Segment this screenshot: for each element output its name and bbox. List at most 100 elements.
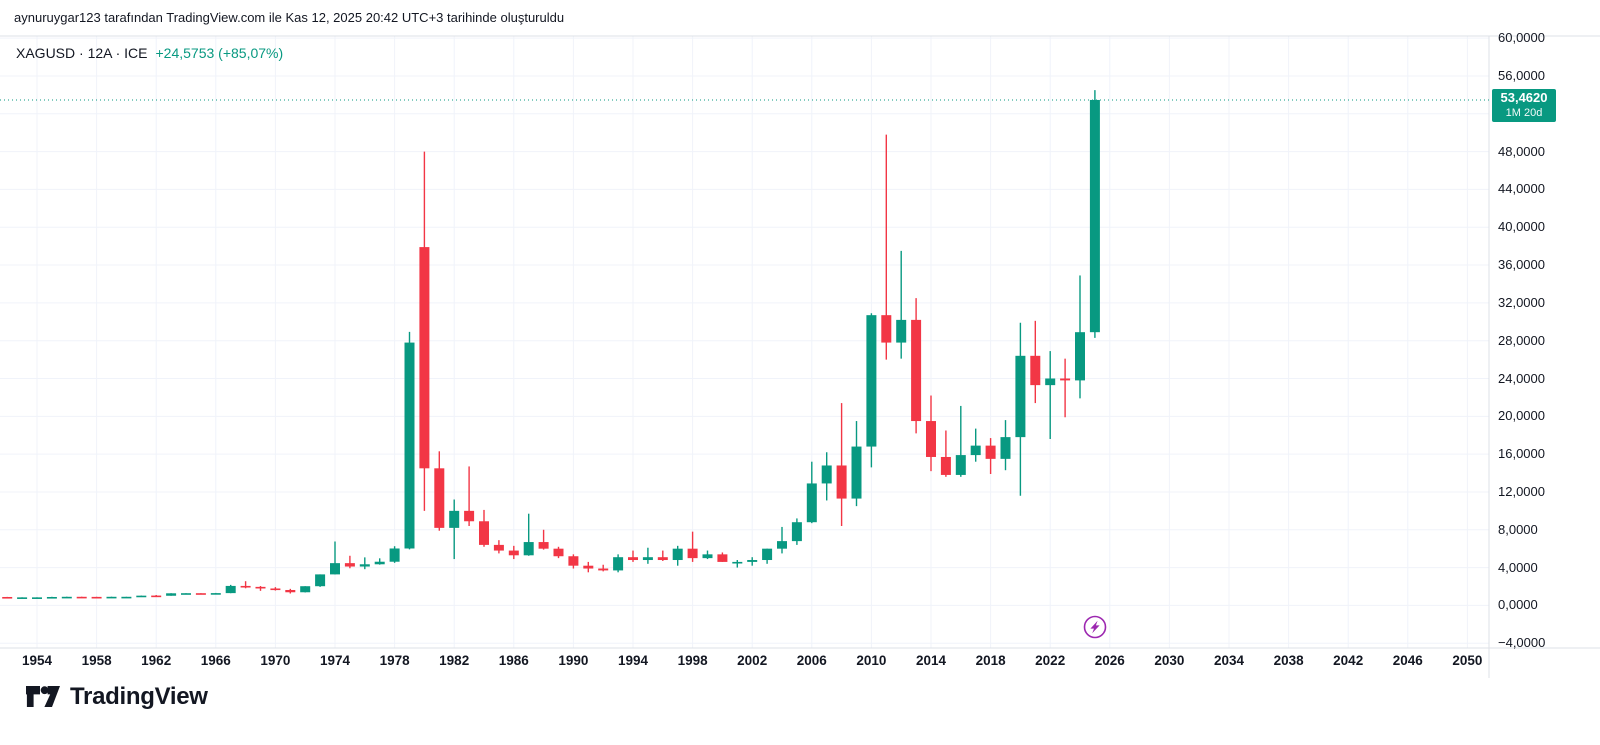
- candle-body-2001: [732, 561, 743, 564]
- time-tick-label: 2038: [1273, 653, 1304, 668]
- candle-body-1955: [46, 596, 57, 599]
- candle-body-2002: [747, 560, 758, 562]
- candle-body-1998: [687, 548, 698, 559]
- time-scale[interactable]: 1954 1958 1962 1966 1970 1974 1978 1982 1986 1990…: [0, 648, 1489, 678]
- candle-body-2003: [762, 548, 773, 561]
- candle-body-2023: [1060, 378, 1071, 381]
- time-tick-label: 2002: [737, 653, 768, 668]
- event-lightning-marker[interactable]: [1082, 614, 1108, 640]
- candle-body-1959: [106, 596, 117, 599]
- candle-body-2004: [777, 541, 787, 549]
- price-tick-label: 12,0000: [1498, 483, 1545, 499]
- candle-body-1954: [32, 597, 42, 599]
- candle-body-1991: [583, 565, 594, 569]
- candle-body-1975: [344, 563, 355, 567]
- candle-body-1970: [270, 588, 281, 591]
- candle-body-2020: [1015, 355, 1026, 438]
- candle-body-1957: [76, 596, 87, 599]
- candle-body-1993: [613, 557, 624, 571]
- candle-body-2017: [970, 445, 981, 456]
- candle-body-2021: [1030, 355, 1041, 386]
- lightning-icon: [1083, 615, 1107, 639]
- candle-body-1985: [493, 544, 504, 551]
- price-tick-label: 0,0000: [1498, 597, 1538, 613]
- tradingview-logo[interactable]: TradingView: [25, 682, 208, 711]
- candle-body-2007: [821, 465, 832, 484]
- candle-body-1968: [240, 585, 251, 588]
- price-tick-label: 20,0000: [1498, 408, 1545, 424]
- time-tick-label: 2018: [975, 653, 1006, 668]
- price-tick-label: −4,0000: [1498, 635, 1546, 651]
- time-tick-label: 2022: [1035, 653, 1066, 668]
- time-tick-label: 1962: [141, 653, 172, 668]
- candle-body-1973: [315, 574, 326, 587]
- symbol-legend[interactable]: XAGUSD · 12A · ICE +24,5753 (+85,07%): [16, 44, 283, 62]
- candle-body-1966: [210, 593, 221, 595]
- symbol-title[interactable]: XAGUSD · 12A · ICE: [16, 45, 148, 61]
- candle-body-2006: [806, 483, 817, 523]
- price-tick-label: 16,0000: [1498, 446, 1545, 462]
- time-tick-label: 1974: [319, 653, 351, 668]
- symbol-change: +24,5753 (+85,07%): [155, 45, 284, 61]
- candle-body-2024: [1075, 332, 1085, 381]
- time-tick-label: 2030: [1154, 653, 1185, 668]
- time-tick-label: 1966: [200, 653, 231, 668]
- bar-countdown: 1M 20d: [1505, 106, 1543, 119]
- candle-body-2011: [881, 315, 892, 343]
- candle-body-2012: [896, 319, 907, 343]
- candle-body-1986: [508, 550, 519, 556]
- price-tick-label: 32,0000: [1498, 294, 1545, 310]
- candle-body-1999: [702, 554, 713, 559]
- candle-body-1960: [121, 596, 132, 599]
- price-tick-label: 48,0000: [1498, 143, 1545, 159]
- time-tick-label: 2034: [1213, 653, 1245, 668]
- candle-body-1979: [404, 342, 415, 549]
- time-tick-label: 1978: [379, 653, 410, 668]
- candle-body-1982: [449, 510, 460, 528]
- candle-body-1987: [523, 542, 534, 556]
- candle-body-1994: [628, 557, 638, 561]
- candle-body-1988: [538, 542, 549, 549]
- time-tick-label: 2042: [1333, 653, 1364, 668]
- candle-body-1976: [359, 564, 370, 567]
- last-price-badge[interactable]: 53,4620 1M 20d: [1492, 88, 1556, 122]
- candle-body-1996: [657, 557, 668, 561]
- tradingview-logo-icon: [26, 686, 60, 707]
- time-tick-label: 1998: [677, 653, 708, 668]
- last-price-value: 53,4620: [1500, 89, 1548, 105]
- time-tick-label: 1954: [21, 653, 53, 668]
- attribution-text: aynuruygar123 tarafından TradingView.com…: [14, 10, 565, 25]
- candle-body-1958: [91, 596, 102, 599]
- price-tick-label: 8,0000: [1498, 521, 1538, 537]
- price-scale[interactable]: 60,0000 56,0000 48,0000 44,0000 40,0000 36,00…: [1489, 30, 1600, 651]
- candle-body-2005: [791, 522, 802, 542]
- time-tick-label: 1970: [260, 653, 291, 668]
- candle-body-1995: [642, 557, 653, 561]
- time-tick-label: 2026: [1094, 653, 1125, 668]
- candle-body-1977: [374, 561, 385, 565]
- time-tick-label: 2050: [1452, 653, 1483, 668]
- price-tick-label: 24,0000: [1498, 370, 1545, 386]
- candle-body-1978: [389, 548, 400, 562]
- time-tick-label: 2046: [1392, 653, 1423, 668]
- candle-body-2018: [985, 445, 996, 459]
- tradingview-brand-text: TradingView: [70, 682, 208, 710]
- candle-body-1962: [151, 595, 162, 598]
- candle-body-1992: [598, 568, 609, 571]
- candle-body-2000: [717, 554, 728, 562]
- price-tick-label: 40,0000: [1498, 219, 1545, 235]
- candle-body-1974: [330, 563, 340, 575]
- candle-body-2022: [1045, 378, 1056, 386]
- price-tick-label: 28,0000: [1498, 332, 1545, 348]
- candle-body-1964: [181, 593, 191, 595]
- candle-body-2009: [851, 446, 862, 499]
- price-tick-label: 60,0000: [1498, 30, 1545, 46]
- candle-body-1963: [166, 593, 177, 596]
- candle-body-1952: [2, 596, 13, 599]
- candle-body-1969: [255, 586, 266, 589]
- time-tick-label: 2006: [796, 653, 827, 668]
- candle-body-1953: [17, 597, 28, 599]
- time-tick-label: 2014: [915, 653, 947, 668]
